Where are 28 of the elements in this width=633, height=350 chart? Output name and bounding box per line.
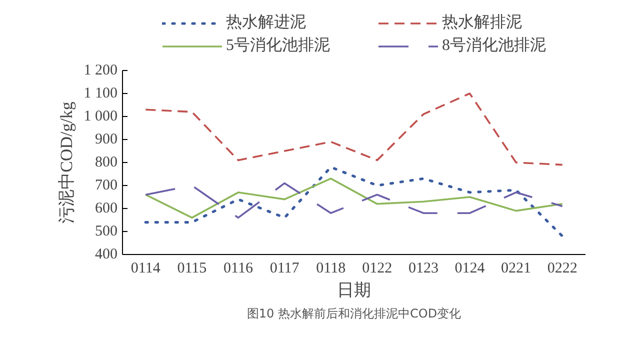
y-tick-label: 1 200 [84,62,118,78]
y-tick-label: 600 [95,200,118,216]
x-tick-label: 0116 [224,260,254,276]
x-tick-label: 0124 [454,260,486,276]
x-tick-label: 0221 [501,260,532,276]
y-tick-label: 900 [95,132,118,148]
line-series [144,92,564,166]
caption: 图10 热水解前后和消化排泥中COD变化 [246,306,462,320]
y-tick-label: 500 [95,224,118,240]
y-tick-label: 1 100 [84,86,118,102]
x-tick-label: 0122 [362,260,392,276]
x-tick-label: 0117 [270,260,300,276]
x-tick-label: 0118 [316,260,346,276]
x-tick-label: 0114 [130,260,161,276]
x-tick-label: 0115 [177,260,207,276]
y-tick-label: 800 [95,154,118,170]
line-series [144,166,564,238]
legend-label: 5号消化池排泥 [226,36,331,56]
x-tick-label: 0222 [547,260,578,276]
y-tick-label: 700 [95,178,118,194]
y-tick-label: 1 000 [84,108,118,124]
x-tick-label: 0123 [408,260,438,276]
x-axis-title: 日期 [337,280,371,300]
legend-label: 8号消化池排泥 [442,36,547,56]
legend-label: 热水解进泥 [226,12,307,33]
y-tick-label: 400 [95,246,118,262]
legend-label: 热水解排泥 [442,12,523,33]
y-axis-title: 污泥中COD/g/kg [56,101,76,224]
